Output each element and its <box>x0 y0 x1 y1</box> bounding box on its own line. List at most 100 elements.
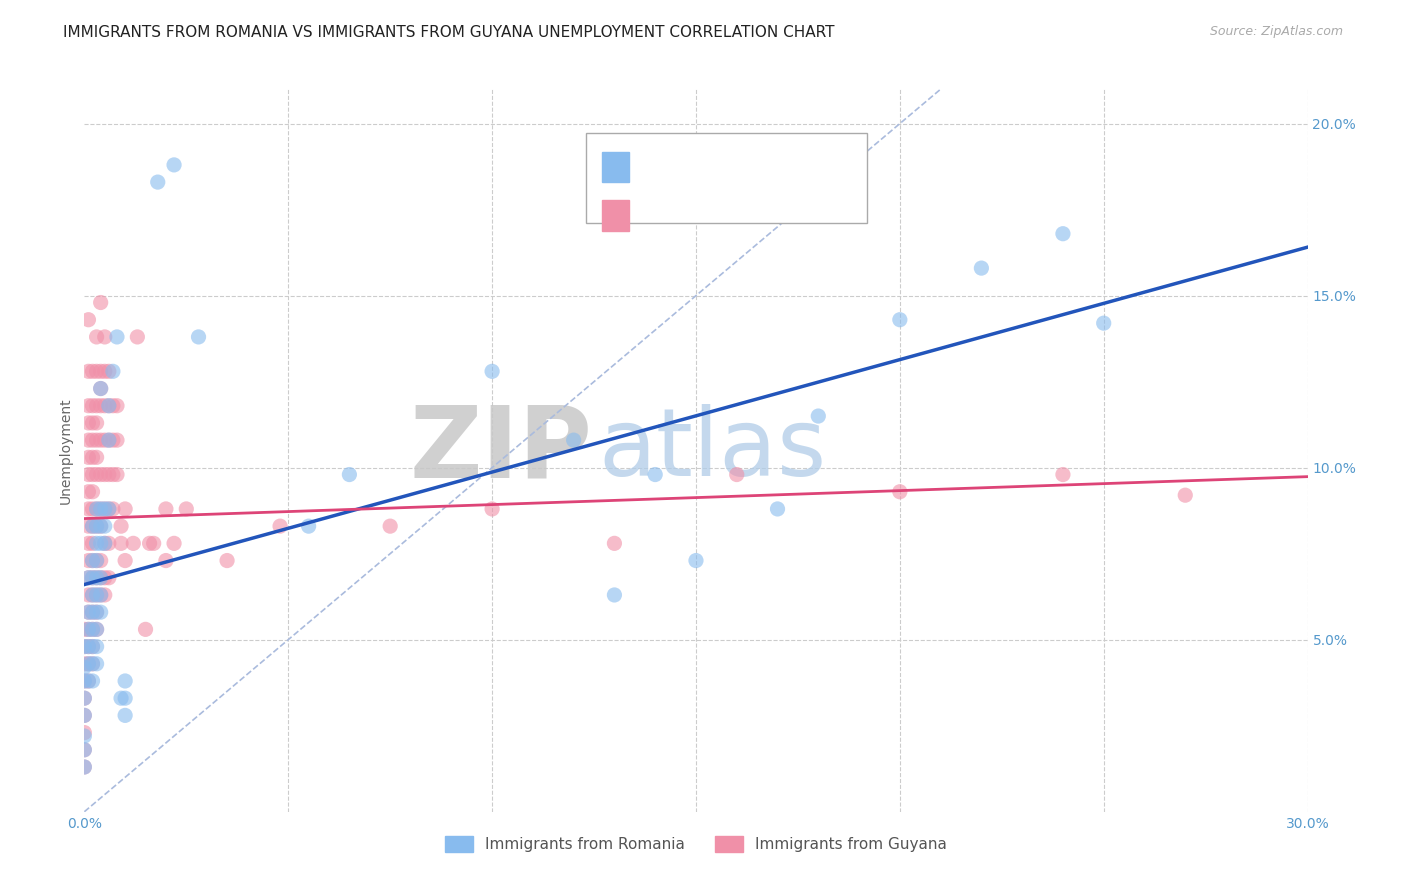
Point <box>86 416 108 430</box>
Point <box>114 673 136 688</box>
Point <box>93 502 115 516</box>
Point <box>77 673 100 688</box>
Point <box>77 640 100 654</box>
Point <box>90 571 112 585</box>
Point <box>77 571 100 585</box>
Point <box>82 588 104 602</box>
Point <box>298 519 321 533</box>
Point <box>82 433 104 447</box>
Point <box>97 399 120 413</box>
Point <box>77 623 100 637</box>
Point <box>86 502 108 516</box>
Point <box>77 640 100 654</box>
Point <box>73 673 96 688</box>
Point <box>73 657 96 671</box>
Point <box>105 330 128 344</box>
Point <box>685 553 707 567</box>
Point <box>90 605 112 619</box>
Point <box>82 657 104 671</box>
Point <box>90 467 112 482</box>
Point <box>82 640 104 654</box>
Point <box>86 399 108 413</box>
Point <box>138 536 160 550</box>
Point <box>77 588 100 602</box>
Point <box>101 364 124 378</box>
Point <box>73 725 96 739</box>
Point <box>77 605 100 619</box>
Point <box>82 467 104 482</box>
Text: Source: ZipAtlas.com: Source: ZipAtlas.com <box>1209 25 1343 38</box>
Point <box>114 553 136 567</box>
Text: ZIP: ZIP <box>409 402 592 499</box>
Point <box>77 484 100 499</box>
Point <box>90 588 112 602</box>
Point <box>269 519 291 533</box>
Point <box>101 467 124 482</box>
Point <box>82 640 104 654</box>
Point <box>82 623 104 637</box>
Point <box>77 416 100 430</box>
Point <box>77 312 100 326</box>
Point <box>90 364 112 378</box>
Point <box>90 382 112 396</box>
Point <box>105 399 128 413</box>
Point <box>93 399 115 413</box>
Point <box>90 399 112 413</box>
Point <box>77 623 100 637</box>
Point <box>146 175 169 189</box>
Point <box>187 330 209 344</box>
Point <box>90 295 112 310</box>
Point <box>135 623 157 637</box>
Point <box>766 502 789 516</box>
Point <box>82 571 104 585</box>
Point <box>114 502 136 516</box>
Point <box>110 536 132 550</box>
Point <box>110 519 132 533</box>
Point <box>90 433 112 447</box>
Point <box>77 657 100 671</box>
Point <box>90 536 112 550</box>
Point <box>82 553 104 567</box>
Point <box>77 433 100 447</box>
Point <box>174 502 197 516</box>
Point <box>90 588 112 602</box>
Point <box>380 519 402 533</box>
Point <box>82 605 104 619</box>
Point <box>101 433 124 447</box>
FancyBboxPatch shape <box>586 133 868 223</box>
Point <box>155 553 177 567</box>
Point <box>93 330 115 344</box>
Point <box>86 364 108 378</box>
Point <box>86 519 108 533</box>
Point <box>97 364 120 378</box>
Bar <box>602 152 628 182</box>
Point <box>110 691 132 706</box>
Point <box>73 691 96 706</box>
Point <box>82 657 104 671</box>
Point <box>86 502 108 516</box>
Point <box>86 536 108 550</box>
Point <box>114 708 136 723</box>
Point <box>77 605 100 619</box>
Point <box>86 450 108 465</box>
Legend: Immigrants from Romania, Immigrants from Guyana: Immigrants from Romania, Immigrants from… <box>439 830 953 858</box>
Point <box>889 312 911 326</box>
Point <box>86 433 108 447</box>
Point <box>86 519 108 533</box>
Point <box>73 729 96 743</box>
Y-axis label: Unemployment: Unemployment <box>59 397 73 504</box>
Point <box>86 553 108 567</box>
Point <box>77 502 100 516</box>
Point <box>603 536 626 550</box>
Point <box>73 660 96 674</box>
Point <box>82 571 104 585</box>
Point <box>73 708 96 723</box>
Point <box>82 588 104 602</box>
Point <box>97 467 120 482</box>
Point <box>90 553 112 567</box>
Point <box>86 330 108 344</box>
Point <box>82 536 104 550</box>
Point <box>97 571 120 585</box>
Point <box>86 553 108 567</box>
Point <box>73 623 96 637</box>
